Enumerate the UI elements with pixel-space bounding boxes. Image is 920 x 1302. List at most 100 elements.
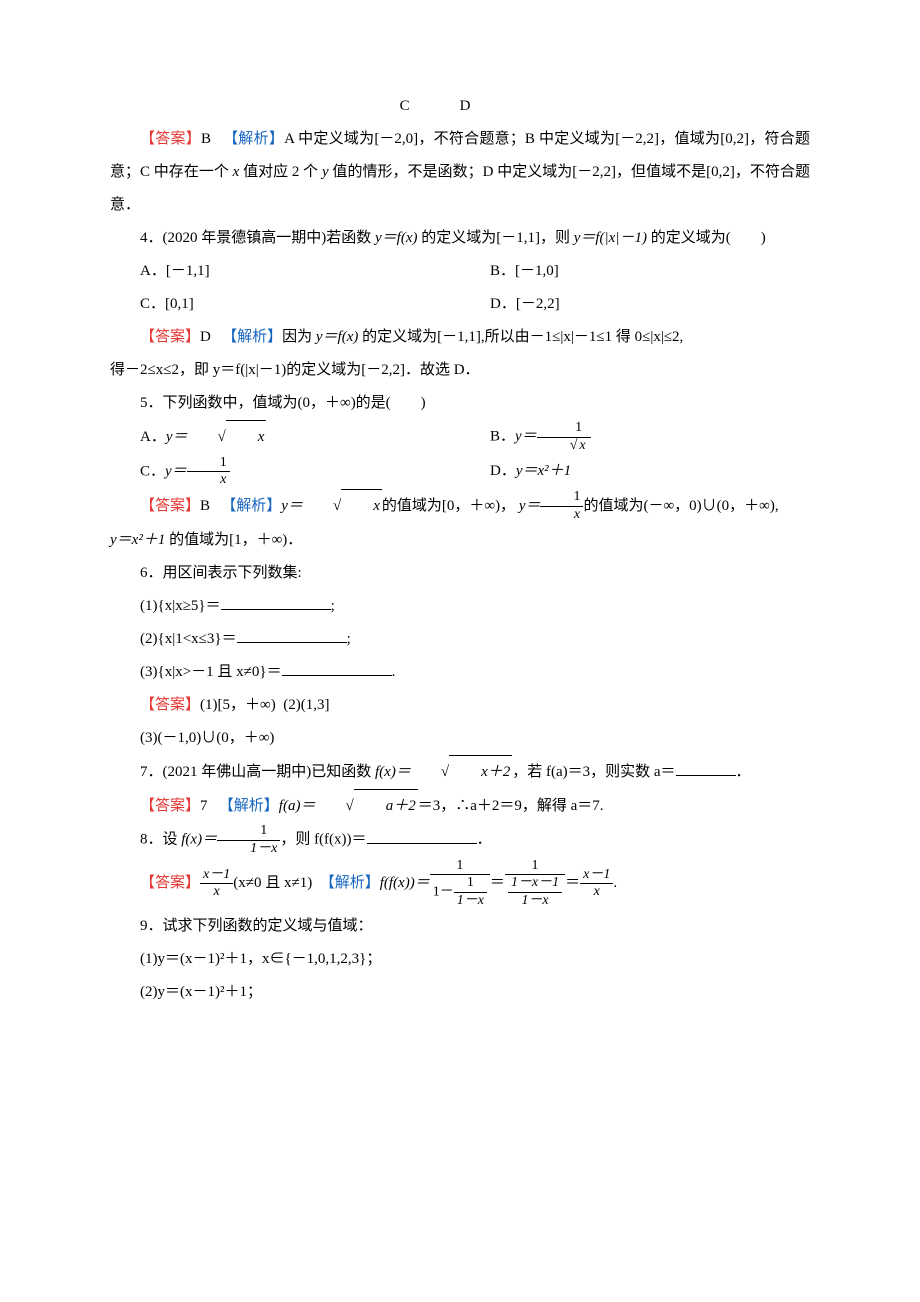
q8-den: 1－x bbox=[217, 841, 280, 858]
semi: ; bbox=[331, 598, 335, 614]
q6-answer3: (3)(－1,0)∪(0，＋∞) bbox=[110, 722, 810, 755]
optB-num: 1 bbox=[537, 420, 591, 438]
q6-answer: 【答案】(1)[5，＋∞) (2)(1,3] bbox=[110, 689, 810, 722]
q8-a-pre: f(f(x))＝ bbox=[380, 867, 430, 900]
eq2: ＝ bbox=[565, 867, 580, 900]
q8-prefix: 8．设 bbox=[140, 832, 181, 848]
optA-eq: y＝ bbox=[166, 429, 188, 445]
q4-stem: 4．(2020 年景德镇高一期中)若函数 y＝f(x) 的定义域为[－1,1]，… bbox=[110, 222, 810, 255]
q8-num: 1 bbox=[217, 823, 280, 841]
s1dt: 1 bbox=[454, 875, 487, 893]
blank-line bbox=[367, 828, 477, 844]
s1db: 1－x bbox=[454, 893, 487, 910]
fraction: x－1x bbox=[580, 867, 613, 902]
q8-func-pre: f(x)＝ bbox=[181, 832, 217, 848]
q4-prefix: 4．(2020 年景德镇高一期中)若函数 bbox=[140, 230, 375, 246]
q9-stem: 9．试求下列函数的定义域与值域： bbox=[110, 910, 810, 943]
fraction: 11－x bbox=[217, 823, 280, 858]
optA-rad: x bbox=[226, 420, 267, 454]
q5-optA: A．y＝√x bbox=[110, 420, 460, 454]
semi: ; bbox=[347, 631, 351, 647]
q5-optB: B．y＝1√x bbox=[460, 420, 810, 455]
q8-ans-num: x－1 bbox=[200, 867, 233, 885]
q4-analysis-mid: 的定义域为[－1,1],所以由－1≤|x|－1≤1 得 0≤|x|≤2, bbox=[358, 329, 683, 345]
q4-suffix: 的定义域为( ) bbox=[647, 230, 766, 246]
q4-optA: A．[－1,1] bbox=[110, 255, 460, 288]
q4-mid: 的定义域为[－1,1]，则 bbox=[417, 230, 573, 246]
optC-prefix: C． bbox=[140, 463, 165, 479]
optB-prefix: B． bbox=[490, 429, 515, 445]
eq1: ＝ bbox=[490, 867, 505, 900]
q4-answer-block: 【答案】D 【解析】因为 y＝f(x) 的定义域为[－1,1],所以由－1≤|x… bbox=[110, 321, 810, 354]
q5-answer-block: 【答案】B 【解析】y＝√x的值域为[0，＋∞)， y＝1x的值域为(－∞，0)… bbox=[110, 489, 810, 524]
q7-a-rad: a＋2 bbox=[354, 789, 418, 823]
optB-den: √x bbox=[537, 438, 591, 455]
answer-label: 【答案】 bbox=[140, 498, 200, 514]
fraction: 1x bbox=[540, 489, 583, 524]
q4-optC: C．[0,1] bbox=[110, 288, 460, 321]
answer-label: 【答案】 bbox=[140, 697, 200, 713]
fraction: 1 1－11－x bbox=[430, 858, 490, 910]
a2-post: 的值域为(－∞，0)∪(0，＋∞), bbox=[583, 498, 778, 514]
q6-ans1: (1)[5，＋∞) bbox=[200, 697, 276, 713]
sqrt-icon: √x＋2 bbox=[411, 755, 512, 789]
q5-options-row2: C．y＝1x D．y＝x²＋1 bbox=[110, 455, 810, 490]
a1-pre: y＝ bbox=[281, 498, 303, 514]
analysis-label: 【解析】 bbox=[222, 329, 282, 345]
q4-func2: y＝f(|x|－1) bbox=[574, 230, 647, 246]
fraction: 1x bbox=[187, 455, 230, 490]
q7-a-pre: f(a)＝ bbox=[279, 798, 316, 814]
a1-post: 的值域为[0，＋∞)， bbox=[382, 498, 515, 514]
answer-label: 【答案】 bbox=[140, 798, 200, 814]
optD-prefix: D． bbox=[490, 463, 516, 479]
answer-label: 【答案】 bbox=[140, 329, 200, 345]
q5-optC: C．y＝1x bbox=[110, 455, 460, 490]
q4-optB: B．[－1,0] bbox=[460, 255, 810, 288]
q6-ans2: (2)(1,3] bbox=[283, 697, 329, 713]
q5-stem: 5．下列函数中，值域为(0，＋∞)的是( ) bbox=[110, 387, 810, 420]
s2d: 1－x－11－x bbox=[505, 875, 565, 910]
s3n: x－1 bbox=[580, 867, 613, 885]
a2-den: x bbox=[540, 507, 583, 524]
s1d: 1－11－x bbox=[430, 875, 490, 910]
q7-rad: x＋2 bbox=[449, 755, 512, 789]
q6-stem: 6．用区间表示下列数集: bbox=[110, 557, 810, 590]
answer-label: 【答案】 bbox=[140, 867, 200, 900]
q7-answer: 【答案】7 【解析】f(a)＝√a＋2＝3，∴a＋2＝9，解得 a＝7. bbox=[110, 789, 810, 823]
blank-line bbox=[282, 660, 392, 676]
blank-line bbox=[221, 594, 331, 610]
analysis-label: 【解析】 bbox=[219, 798, 279, 814]
q3-answer-block: 【答案】B 【解析】A 中定义域为[－2,0]，不符合题意；B 中定义域为[－2… bbox=[110, 123, 810, 222]
q6-sub1-text: (1){x|x≥5}＝ bbox=[140, 598, 221, 614]
q3-analysis: A 中定义域为[－2,0]，不符合题意；B 中定义域为[－2,2]，值域为[0,… bbox=[110, 131, 810, 213]
s2n: 1 bbox=[505, 858, 565, 876]
q7-func-pre: f(x)＝ bbox=[375, 764, 411, 780]
q7-stem: 7．(2021 年佛山高一期中)已知函数 f(x)＝√x＋2，若 f(a)＝3，… bbox=[110, 755, 810, 789]
analysis-label: 【解析】 bbox=[320, 867, 380, 900]
answer-value: D bbox=[200, 329, 211, 345]
sqrt-icon: √x bbox=[188, 420, 267, 454]
label-c: C bbox=[400, 98, 460, 114]
q4-analysis-pre: 因为 bbox=[282, 329, 316, 345]
q4-options-row1: A．[－1,1] B．[－1,0] bbox=[110, 255, 810, 288]
s1n: 1 bbox=[430, 858, 490, 876]
q6-sub2-text: (2){x|1<x≤3}＝ bbox=[140, 631, 237, 647]
q4-options-row2: C．[0,1] D．[－2,2] bbox=[110, 288, 810, 321]
sqrt-icon: √x bbox=[303, 489, 382, 523]
s2dd: 1－x bbox=[508, 893, 562, 910]
q7-ans: 7 bbox=[200, 798, 208, 814]
answer-value: B bbox=[201, 131, 211, 147]
optC-den: x bbox=[187, 472, 230, 489]
q7-prefix: 7．(2021 年佛山高一期中)已知函数 bbox=[140, 764, 375, 780]
optC-eq: y＝ bbox=[165, 463, 187, 479]
answer-label: 【答案】 bbox=[140, 131, 201, 147]
q8-stem: 8．设 f(x)＝11－x，则 f(f(x))＝． bbox=[110, 823, 810, 858]
answer-value: B bbox=[200, 498, 210, 514]
q5-optD: D．y＝x²＋1 bbox=[460, 455, 810, 488]
q6-sub3-text: (3){x|x>－1 且 x≠0}＝ bbox=[140, 664, 282, 680]
q4-analysis-line2: 得－2≤x≤2，即 y＝f(|x|－1)的定义域为[－2,2]．故选 D． bbox=[110, 354, 810, 387]
q9-sub1: (1)y＝(x－1)²＋1，x∈{－1,0,1,2,3}； bbox=[110, 943, 810, 976]
s2dn: 1－x－1 bbox=[508, 875, 562, 893]
q6-sub3: (3){x|x>－1 且 x≠0}＝. bbox=[110, 656, 810, 689]
q8-answer: 【答案】 x－1x (x≠0 且 x≠1) 【解析】 f(f(x))＝ 1 1－… bbox=[110, 858, 810, 910]
